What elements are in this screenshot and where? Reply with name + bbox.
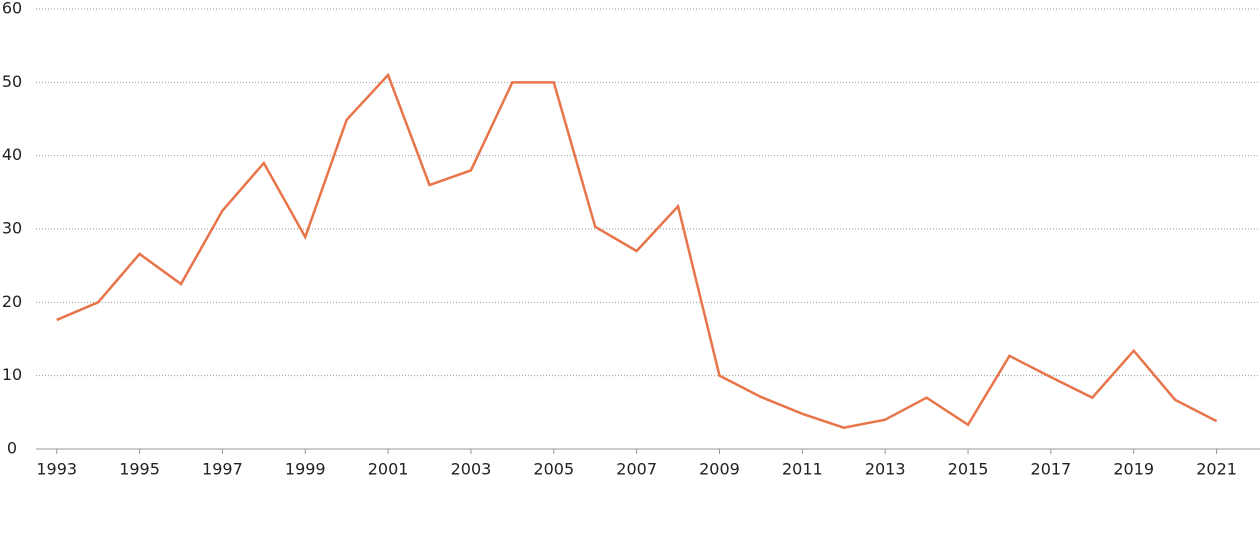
x-tick-label: 1995 <box>119 460 160 479</box>
y-tick-label: 20 <box>2 292 22 311</box>
y-tick-label: 50 <box>2 72 22 91</box>
y-tick-label: 60 <box>2 0 22 18</box>
x-tick-label: 2021 <box>1196 460 1237 479</box>
y-tick-label: 10 <box>2 365 22 384</box>
x-tick-label: 2015 <box>948 460 989 479</box>
x-tick-label: 2009 <box>699 460 740 479</box>
x-tick-label: 2005 <box>533 460 574 479</box>
x-tick-label: 2003 <box>451 460 492 479</box>
data-line <box>56 72 1218 430</box>
x-tick-label: 2017 <box>1031 460 1072 479</box>
y-tick-label: 30 <box>2 219 22 238</box>
x-tick-label: 1993 <box>36 460 77 479</box>
x-tick-label: 2007 <box>616 460 657 479</box>
x-tick-label: 1999 <box>285 460 326 479</box>
y-tick-label: 40 <box>2 145 22 164</box>
x-tick-label: 1997 <box>202 460 243 479</box>
x-tick-label: 2001 <box>368 460 409 479</box>
x-tick-label: 2019 <box>1113 460 1154 479</box>
x-tick-label: 2011 <box>782 460 823 479</box>
y-tick-label: 0 <box>7 439 17 458</box>
x-tick-label: 2013 <box>865 460 906 479</box>
